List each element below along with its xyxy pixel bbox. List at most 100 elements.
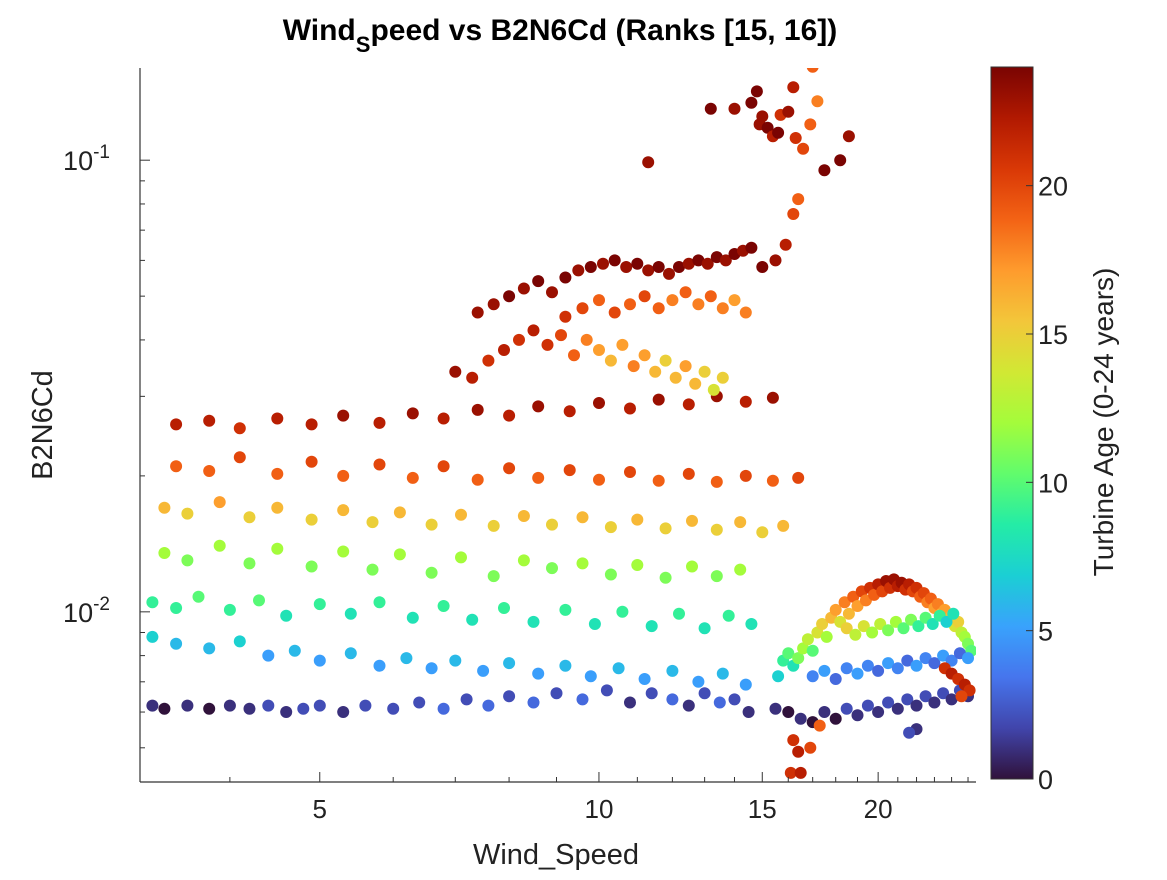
scatter-point-s0-161 xyxy=(466,371,479,384)
scatter-point-s0-82 xyxy=(366,563,379,576)
scatter-point-s1-51 xyxy=(857,620,870,633)
scatter-point-s0-76 xyxy=(181,554,194,567)
scatter-point-s0-68 xyxy=(588,618,601,630)
scatter-point-s0-73 xyxy=(722,609,735,622)
scatter-point-s0-124 xyxy=(337,469,350,482)
scatter-point-s0-186 xyxy=(517,282,530,295)
scatter-point-s1-65 xyxy=(818,664,831,677)
scatter-point-s0-230 xyxy=(782,105,795,118)
scatter-point-s0-145 xyxy=(337,409,350,422)
scatter-point-s1-95 xyxy=(919,690,932,703)
scatter-point-s0-172 xyxy=(616,338,629,351)
scatter-point-s0-59 xyxy=(313,598,326,611)
scatter-point-s1-50 xyxy=(849,628,862,641)
scatter-point-s0-153 xyxy=(593,397,605,409)
scatter-point-s0-67 xyxy=(559,603,572,616)
scatter-point-s0-80 xyxy=(305,560,318,573)
scatter-point-s0-55 xyxy=(192,590,205,603)
scatter-point-s0-38 xyxy=(373,659,386,672)
scatter-point-s0-36 xyxy=(313,654,326,667)
scatter-point-s0-18 xyxy=(527,696,540,709)
scatter-point-s0-74 xyxy=(745,618,758,630)
scatter-point-s0-166 xyxy=(541,338,554,351)
scatter-point-s0-114 xyxy=(686,514,698,527)
scatter-point-s0-232 xyxy=(797,142,810,155)
colorbar-tick-label: 5 xyxy=(1038,617,1053,647)
scatter-point-s0-199 xyxy=(673,261,685,273)
scatter-point-s0-111 xyxy=(604,521,617,534)
scatter-point-s0-98 xyxy=(213,496,226,509)
scatter-point-s1-104 xyxy=(792,745,805,758)
chart-title: WindSpeed vs B2N6Cd (Ranks [15, 16]) xyxy=(283,14,838,57)
scatter-point-s0-151 xyxy=(532,400,545,413)
scatter-point-s0-75 xyxy=(158,547,171,559)
scatter-point-s0-54 xyxy=(170,602,183,614)
y-axis-label: B2N6Cd xyxy=(27,370,59,480)
scatter-point-s0-159 xyxy=(766,391,779,404)
scatter-point-s0-207 xyxy=(745,241,758,254)
scatter-point-s0-41 xyxy=(449,654,462,667)
scatter-point-s0-147 xyxy=(406,407,419,420)
scatter-point-s0-102 xyxy=(337,504,350,517)
chart-title-main-1: Wind xyxy=(283,14,356,47)
scatter-point-s0-202 xyxy=(701,257,714,270)
scatter-point-s0-15 xyxy=(460,693,473,706)
scatter-point-s0-203 xyxy=(710,251,723,264)
scatter-point-s0-126 xyxy=(406,471,419,484)
scatter-point-s0-12 xyxy=(387,702,400,715)
scatter-point-s0-168 xyxy=(568,349,580,362)
scatter-point-s1-92 xyxy=(891,702,904,715)
scatter-point-s0-189 xyxy=(559,271,572,284)
scatter-point-s0-117 xyxy=(756,526,769,539)
scatter-point-s0-211 xyxy=(608,306,621,319)
scatter-point-s1-108 xyxy=(813,719,826,732)
scatter-point-s0-46 xyxy=(584,670,597,683)
scatter-point-s0-239 xyxy=(818,164,831,177)
scatter-point-s0-84 xyxy=(425,566,438,579)
scatter-point-s0-57 xyxy=(253,594,265,607)
chart-title-main-2: peed vs B2N6Cd (Ranks [15, 16]) xyxy=(370,14,837,47)
scatter-point-s1-75 xyxy=(919,652,932,665)
colorbar-ticks: 0 5 10 15 20 xyxy=(1026,172,1068,795)
scatter-point-s1-2 xyxy=(782,647,795,660)
scatter-point-s0-24 xyxy=(666,693,679,706)
scatter-point-s0-201 xyxy=(692,254,705,267)
scatter-point-s1-87 xyxy=(840,702,853,715)
scatter-point-s1-6 xyxy=(801,633,814,646)
scatter-point-s0-9 xyxy=(313,699,326,712)
scatter-point-s0-63 xyxy=(437,600,450,612)
scatter-point-s0-139 xyxy=(792,471,805,484)
scatter-point-s0-37 xyxy=(344,647,357,660)
scatter-point-s0-183 xyxy=(471,306,484,319)
scatter-point-s1-98 xyxy=(945,693,958,706)
scatter-point-s0-96 xyxy=(158,501,171,514)
scatter-point-s0-142 xyxy=(233,422,246,435)
scatter-point-s0-4 xyxy=(223,699,236,712)
scatter-point-s0-240 xyxy=(834,154,847,167)
scatter-point-s0-19 xyxy=(550,687,563,700)
scatter-point-s1-94 xyxy=(910,699,923,712)
scatter-point-s1-106 xyxy=(794,766,807,779)
scatter-point-s0-243 xyxy=(792,193,805,206)
scatter-point-s0-133 xyxy=(624,466,636,478)
scatter-point-s0-193 xyxy=(608,254,621,267)
scatter-point-s0-30 xyxy=(146,630,159,643)
scatter-point-s0-112 xyxy=(631,513,644,526)
scatter-point-s0-87 xyxy=(517,554,530,567)
scatter-point-s1-69 xyxy=(861,659,874,672)
scatter-point-s0-210 xyxy=(593,294,605,307)
scatter-point-s0-144 xyxy=(305,418,318,431)
scatter-point-s0-182 xyxy=(716,371,729,384)
colorbar-label: Turbine Age (0-24 years) xyxy=(1088,268,1119,577)
scatter-point-s1-76 xyxy=(928,657,941,670)
scatter-point-s0-125 xyxy=(373,458,386,471)
scatter-point-s0-176 xyxy=(659,354,672,367)
scatter-point-s0-81 xyxy=(337,545,350,558)
scatter-point-s0-208 xyxy=(559,310,572,323)
scatter-point-s0-97 xyxy=(181,507,194,520)
scatter-point-s0-33 xyxy=(233,635,246,648)
scatter-point-s0-69 xyxy=(616,605,629,618)
scatter-point-s0-26 xyxy=(698,687,711,700)
scatter-point-s0-231 xyxy=(789,132,802,144)
scatter-point-s1-5 xyxy=(797,642,810,655)
